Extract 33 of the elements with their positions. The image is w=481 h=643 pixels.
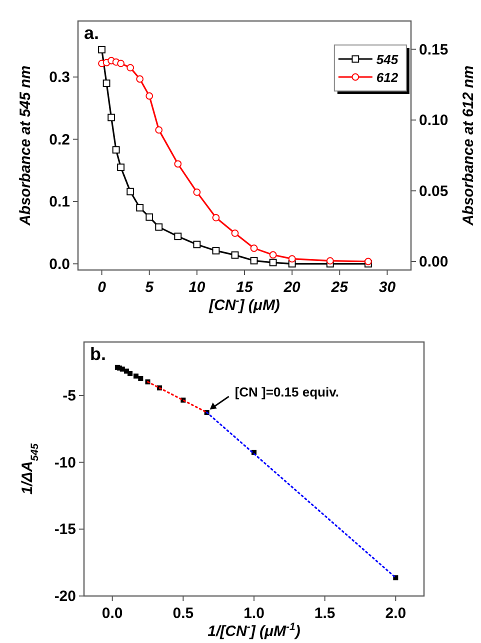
y2-tick-label: 0.00 bbox=[419, 254, 448, 271]
y-tick-label: 0.0 bbox=[49, 256, 70, 273]
x-tick-label: 30 bbox=[378, 279, 396, 296]
x-tick-label: 0 bbox=[98, 279, 107, 296]
x-tick-label: 20 bbox=[282, 279, 302, 296]
y-tick-label: -20 bbox=[54, 588, 76, 605]
legend-label: 545 bbox=[376, 52, 399, 67]
y-tick-label: 0.1 bbox=[49, 194, 70, 211]
x-tick-label: 25 bbox=[330, 279, 349, 296]
x-tick-label: 5 bbox=[145, 279, 154, 296]
annotation: [CN ]=0.15 equiv. bbox=[234, 384, 339, 400]
y-tick-label: -5 bbox=[62, 387, 76, 404]
x-tick-label: 2.0 bbox=[385, 605, 406, 622]
y-tick-label: 0.2 bbox=[49, 131, 70, 148]
x-tick-label: 0.0 bbox=[102, 605, 123, 622]
y2-tick-label: 0.15 bbox=[419, 41, 448, 58]
legend-label: 612 bbox=[376, 70, 399, 85]
y-tick-label: -10 bbox=[54, 454, 76, 472]
y2-tick-label: 0.10 bbox=[419, 112, 448, 130]
y-tick-label: 0.3 bbox=[49, 69, 70, 86]
x-tick-label: 10 bbox=[188, 279, 206, 296]
chart-title: a. bbox=[84, 23, 100, 43]
y2-axis-title: Absorbance at 612 nm bbox=[460, 65, 477, 227]
chart-title: b. bbox=[90, 344, 106, 364]
x-axis-title: 1/[CN$^{-}$] (μM$^{-1}$) bbox=[208, 621, 300, 640]
x-tick-label: 1.5 bbox=[314, 605, 336, 622]
x-tick-label: 1.0 bbox=[244, 605, 264, 622]
x-axis-title: [CN$^{-}$] (μM) bbox=[208, 295, 280, 314]
y-axis-title: Absorbance at 545 nm bbox=[17, 65, 34, 227]
x-tick-label: 15 bbox=[236, 279, 254, 296]
y2-tick-label: 0.05 bbox=[419, 182, 448, 200]
x-tick-label: 0.5 bbox=[172, 605, 194, 622]
y-tick-label: -15 bbox=[54, 521, 76, 538]
